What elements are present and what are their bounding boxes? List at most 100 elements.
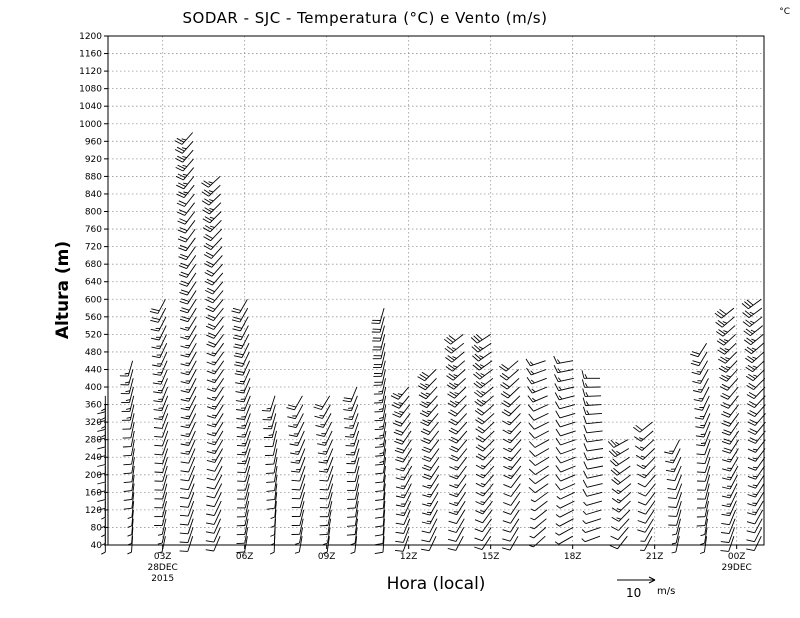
- wind-barb-flag: [555, 523, 560, 527]
- wind-barb-flag: [286, 407, 295, 411]
- wind-barb-shaft: [455, 518, 465, 533]
- wind-barb-flag: [453, 374, 458, 377]
- wind-barb-shaft: [130, 413, 135, 430]
- wind-barb-flag: [179, 309, 188, 314]
- wind-barb-flag: [475, 501, 484, 506]
- wind-barb-flag: [747, 466, 756, 471]
- wind-barb-flag: [635, 424, 643, 431]
- wind-barb-shaft: [505, 360, 519, 372]
- wind-barb-shaft: [244, 457, 251, 473]
- wind-barb-flag: [503, 474, 512, 480]
- wind-barb-flag: [446, 346, 454, 352]
- wind-profile-column: [390, 386, 413, 552]
- wind-barb-shaft: [188, 421, 196, 437]
- wind-barb-shaft: [354, 518, 359, 535]
- wind-barb-flag: [502, 438, 511, 444]
- x-tick-label: 18Z: [564, 552, 582, 562]
- wind-barb-flag: [528, 477, 536, 485]
- wind-barb-flag: [151, 317, 160, 321]
- wind-barb-shaft: [244, 536, 248, 553]
- wind-barb-flag: [180, 425, 189, 429]
- wind-barb-shaft: [585, 526, 601, 534]
- wind-barb-shaft: [645, 492, 656, 506]
- wind-barb-flag: [421, 512, 431, 516]
- wind-barb-flag: [637, 520, 646, 524]
- wind-barb-flag: [237, 453, 246, 456]
- wind-barb-shaft: [510, 492, 521, 506]
- wind-barb-shaft: [188, 448, 196, 464]
- wind-barb-shaft: [244, 448, 251, 464]
- wind-barb-flag: [269, 551, 275, 555]
- wind-barb-flag: [395, 468, 404, 472]
- wind-barb-flag: [420, 392, 429, 397]
- wind-barb-flag: [350, 542, 356, 546]
- wind-barb-flag: [209, 199, 214, 202]
- wind-barb-flag: [151, 308, 160, 312]
- wind-barb-flag: [418, 394, 427, 400]
- wind-barb-flag: [268, 434, 273, 437]
- wind-barb-flag: [502, 529, 511, 533]
- wind-barb-flag: [721, 522, 730, 526]
- wind-barb-shaft: [354, 483, 360, 500]
- wind-barb-flag: [123, 498, 132, 501]
- wind-barb-flag: [747, 439, 756, 444]
- wind-profile-column: [201, 176, 225, 552]
- wind-barb-shaft: [274, 501, 277, 518]
- scale-value: 10: [626, 586, 641, 600]
- y-tick-label: 880: [85, 172, 102, 182]
- wind-barb-flag: [179, 300, 188, 305]
- wind-barb-flag: [721, 413, 730, 418]
- wind-barb-shaft: [587, 465, 604, 470]
- wind-barb-flag: [747, 364, 756, 370]
- wind-barb-flag: [97, 472, 106, 476]
- wind-barb-flag: [745, 366, 753, 373]
- wind-barb-shaft: [130, 422, 135, 438]
- wind-barb-flag: [555, 401, 560, 410]
- wind-barb-flag: [204, 280, 213, 286]
- wind-barb-flag: [180, 363, 189, 367]
- wind-barb-flag: [178, 256, 187, 261]
- wind-barb-flag: [176, 184, 184, 190]
- wind-barb-flag: [392, 392, 401, 398]
- wind-barb-flag: [179, 532, 189, 535]
- wind-barb-flag: [101, 525, 106, 529]
- wind-barb-flag: [176, 137, 185, 143]
- wind-barb-shaft: [703, 536, 708, 553]
- wind-barb-flag: [288, 425, 297, 429]
- wind-barb-flag: [203, 189, 212, 195]
- wind-barb-flag: [722, 411, 731, 416]
- wind-barb-shaft: [187, 536, 194, 552]
- wind-barb-flag: [611, 479, 619, 485]
- wind-barb-flag: [231, 319, 241, 323]
- wind-barb-flag: [446, 336, 454, 343]
- wind-barb-flag: [422, 494, 431, 498]
- wind-barb-flag: [611, 507, 620, 513]
- wind-barb-flag: [507, 430, 513, 433]
- wind-barb-flag: [176, 193, 185, 199]
- wind-barb-flag: [453, 383, 459, 386]
- wind-barb-shaft: [210, 237, 223, 250]
- wind-barb-flag: [422, 467, 431, 471]
- wind-barb-shaft: [398, 386, 410, 400]
- wind-barb-shaft: [131, 501, 135, 518]
- wind-barb-flag: [746, 299, 754, 306]
- wind-barb-flag: [177, 173, 186, 179]
- wind-barb-flag: [183, 191, 188, 194]
- wind-barb-flag: [499, 365, 507, 372]
- wind-barb-shaft: [645, 483, 656, 497]
- wind-barb-flag: [234, 364, 243, 367]
- wind-barb-flag: [555, 465, 562, 473]
- wind-barb-flag: [423, 437, 431, 442]
- wind-barb-flag: [123, 481, 132, 484]
- wind-barb-flag: [97, 420, 106, 424]
- wind-barb-flag: [450, 409, 458, 415]
- wind-barb-flag: [126, 416, 132, 419]
- wind-barb-flag: [583, 461, 588, 470]
- wind-barb-flag: [157, 542, 163, 545]
- scale-arrow-head-lower: [648, 579, 656, 584]
- y-tick-label: 440: [85, 365, 102, 375]
- y-tick-label: 520: [85, 330, 102, 340]
- wind-barb-flag: [289, 443, 298, 446]
- x-axis-label: Hora (local): [387, 574, 486, 594]
- wind-barb-flag: [753, 374, 758, 377]
